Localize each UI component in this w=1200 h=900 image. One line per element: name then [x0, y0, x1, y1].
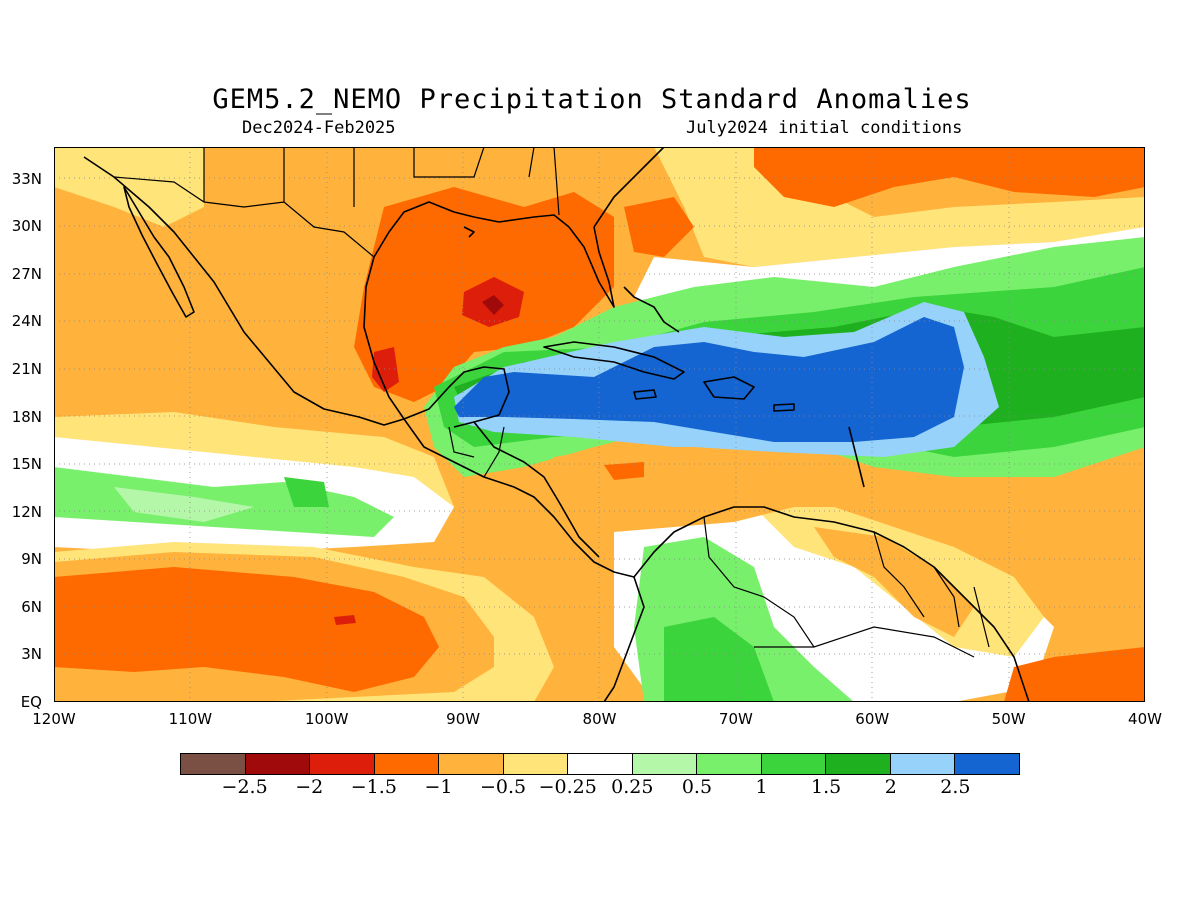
anomaly-map-svg: [54, 147, 1145, 702]
colorbar-segment: [439, 754, 504, 774]
coastlines: [83, 147, 1030, 702]
initial-conditions: July2024 initial conditions: [686, 118, 963, 138]
gulf-islands: [463, 226, 475, 238]
north-light-dry-band: [54, 147, 204, 227]
south-america-north: [633, 506, 1030, 702]
suriname-guiana: [933, 566, 990, 648]
colorbar-segment: [697, 754, 762, 774]
colorbar-segment: [761, 754, 827, 774]
guatemala-borders: [448, 426, 505, 478]
lat-label: 3N: [21, 645, 42, 664]
us-mexico-border: [113, 176, 375, 258]
lat-label: EQ: [20, 693, 42, 711]
us-state-lines: [203, 147, 560, 216]
south-america-wet-strong: [664, 617, 774, 702]
lat-label: 18N: [11, 407, 42, 426]
hispaniola: [703, 376, 755, 400]
forecast-period: Dec2024-Feb2025: [242, 118, 396, 138]
colorbar-label: 2.5: [940, 776, 971, 798]
lat-label: 24N: [11, 312, 42, 331]
colorbar-label: 2: [884, 776, 897, 798]
lon-label: 70W: [718, 710, 753, 728]
colorbar-segment: [310, 754, 375, 774]
lon-label: 90W: [446, 710, 481, 728]
east-pacific-core-dry: [334, 615, 356, 625]
lesser-antilles: [848, 426, 865, 488]
puerto-rico: [773, 403, 795, 412]
colorbar-segment: [245, 754, 311, 774]
colorbar-label: −1: [424, 776, 453, 798]
central-america-caribbean: [473, 421, 600, 558]
colorbar-segment: [955, 754, 1019, 774]
colorbar-label: −0.5: [479, 776, 527, 798]
gulf-core-extreme: [482, 295, 504, 315]
colorbar-segment: [826, 754, 891, 774]
lat-label: 12N: [11, 502, 42, 521]
colorbar-segment: [890, 754, 956, 774]
colorbar-segment: [503, 754, 569, 774]
colorbar-label: 1: [755, 776, 768, 798]
lon-label: 100W: [305, 710, 349, 728]
cuba: [543, 341, 685, 380]
colorbar-segment: [568, 754, 633, 774]
colorbar-label: −2.5: [221, 776, 268, 798]
lat-label: 15N: [11, 455, 42, 474]
caribbean-extreme-wet: [454, 317, 964, 442]
florida: [568, 226, 615, 308]
colorbar-label: −1.5: [350, 776, 397, 798]
south-atlantic-strong-dry: [1004, 647, 1145, 702]
lat-label: 21N: [11, 360, 42, 378]
lat-label: 27N: [11, 264, 42, 283]
lon-label: 110W: [168, 710, 213, 728]
yucatan: [403, 366, 510, 428]
pacific-light-wet-patch: [114, 487, 254, 522]
lat-label: 30N: [11, 217, 42, 236]
colorbar-segment: [632, 754, 698, 774]
venezuela-guyana: [873, 531, 925, 618]
lon-label: 80W: [582, 710, 617, 728]
bahamas: [623, 286, 680, 333]
lat-label: 9N: [21, 550, 42, 569]
south-america-west: [603, 576, 645, 702]
borders: [113, 147, 990, 658]
colorbar: [180, 753, 1020, 775]
colorbar-label: 0.5: [681, 776, 713, 798]
lat-label: 33N: [11, 169, 42, 188]
lon-label: 40W: [1128, 710, 1162, 728]
colorbar-label: −2: [295, 776, 324, 798]
anomaly-map: [54, 147, 1145, 702]
baja-california: [123, 186, 195, 318]
pacific-wet-strong: [284, 477, 329, 507]
graticule: [54, 147, 1145, 702]
caribbean-south-strong-dry: [604, 462, 644, 480]
gulf-core-dry-2: [372, 347, 399, 392]
colorbar-label: 0.25: [611, 776, 654, 798]
mexico-west-coast: [83, 156, 405, 426]
gulf-coast-mexico: [363, 201, 570, 420]
us-east-coast: [593, 147, 665, 228]
brazil-north: [754, 626, 975, 658]
colombia-venezuela: [703, 516, 815, 648]
lon-label: 50W: [991, 710, 1026, 728]
jamaica: [633, 389, 657, 400]
colorbar-label: −0.25: [538, 776, 597, 798]
colorbar-label: 1.5: [811, 776, 842, 798]
central-america: [403, 418, 635, 578]
east-pacific-strong-dry: [54, 567, 439, 692]
atlantic-north-strong-dry: [754, 147, 1145, 207]
florida-strong-dry: [624, 197, 694, 257]
colorbar-segment: [181, 754, 246, 774]
colorbar-segment: [374, 754, 440, 774]
chart-title: GEM5.2_NEMO Precipitation Standard Anoma…: [212, 84, 972, 115]
lon-label: 120W: [32, 710, 76, 728]
lon-label: 60W: [855, 710, 890, 728]
lat-label: 6N: [21, 597, 42, 616]
guianas-moderate-dry: [814, 527, 974, 637]
